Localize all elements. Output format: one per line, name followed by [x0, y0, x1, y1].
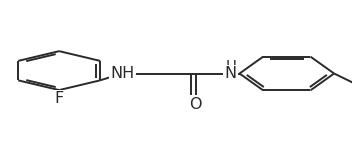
Text: NH: NH — [110, 66, 134, 81]
Text: H: H — [225, 60, 236, 75]
Text: N: N — [225, 66, 237, 81]
Text: F: F — [55, 91, 64, 106]
Text: O: O — [190, 97, 202, 112]
